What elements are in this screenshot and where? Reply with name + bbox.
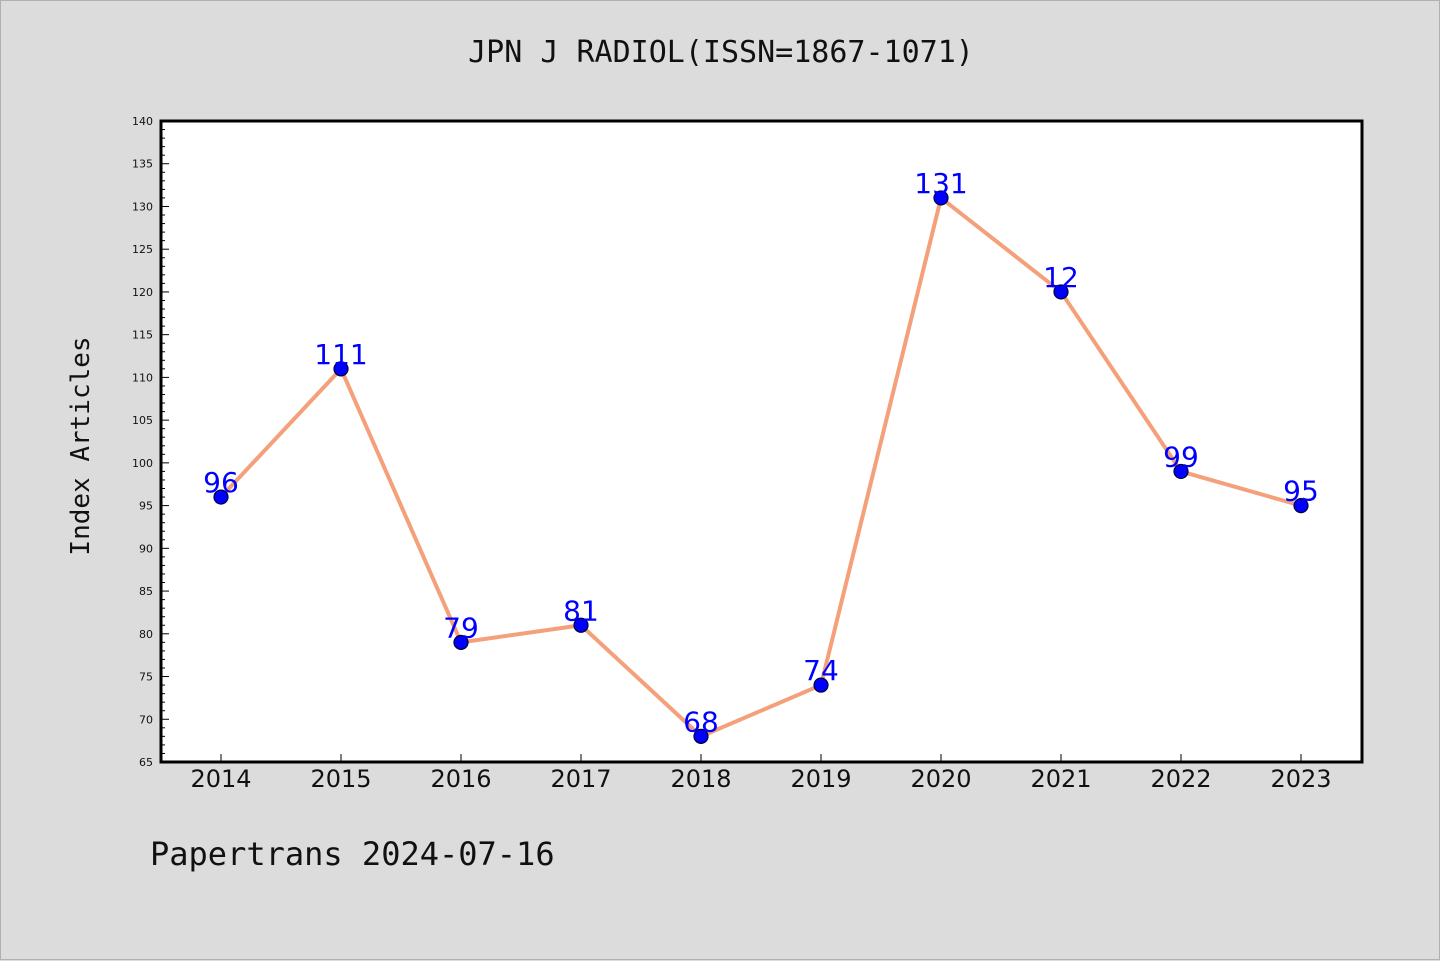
data-label: 74 [803, 654, 839, 687]
x-tick-label: 2014 [190, 765, 251, 793]
x-tick-label: 2016 [430, 765, 491, 793]
y-tick-label: 75 [139, 671, 153, 684]
y-tick-label: 80 [139, 628, 153, 641]
data-label: 12 [1043, 261, 1079, 294]
y-tick-label: 125 [132, 243, 153, 256]
data-point [573, 617, 589, 633]
series-line [219, 195, 1302, 739]
x-axis: 2014 2015 2016 2017 2018 2019 2020 2021 2022 2023 [190, 754, 1332, 793]
x-tick-label: 2019 [790, 765, 851, 793]
data-label: 79 [443, 611, 479, 644]
x-tick-label: 2023 [1270, 765, 1331, 793]
y-tick-label: 100 [132, 457, 153, 470]
y-tick-label: 140 [132, 115, 153, 128]
x-tick-label: 2017 [550, 765, 611, 793]
data-point [333, 361, 349, 377]
y-tick-label: 105 [132, 414, 153, 427]
data-labels-group: 96 111 79 81 68 74 131 12 99 95 [203, 167, 1319, 738]
x-tick-label: 2018 [670, 765, 731, 793]
y-tick-label: 130 [132, 200, 153, 213]
y-tick-label: 115 [132, 329, 153, 342]
y-tick-label: 110 [132, 371, 153, 384]
y-tick-label: 90 [139, 542, 153, 555]
y-tick-label: 120 [132, 286, 153, 299]
series-line-group [219, 195, 1302, 739]
y-tick-label: 95 [139, 500, 153, 513]
data-point [693, 728, 709, 744]
y-axis: 65 70 75 80 85 90 95 100 105 110 115 120 125 130 135 14… [132, 115, 169, 769]
y-tick-label: 85 [139, 585, 153, 598]
data-label: 99 [1163, 440, 1199, 473]
data-label: 96 [203, 466, 239, 499]
x-tick-label: 2020 [910, 765, 971, 793]
y-tick-label: 65 [139, 756, 153, 769]
data-label: 81 [563, 594, 599, 627]
data-point [1173, 463, 1189, 480]
y-tick-label: 70 [139, 713, 153, 726]
footer-credit: Papertrans 2024-07-16 [150, 835, 555, 873]
x-tick-label: 2015 [310, 765, 371, 793]
data-point [453, 634, 469, 650]
chart-title: JPN J RADIOL(ISSN=1867-1071) [468, 35, 974, 70]
x-tick-label: 2021 [1030, 765, 1091, 793]
x-tick-label: 2022 [1150, 765, 1211, 793]
data-label: 131 [914, 167, 967, 200]
data-label: 111 [314, 338, 367, 371]
data-point [1293, 498, 1309, 514]
data-label: 68 [683, 705, 719, 738]
y-tick-label: 135 [132, 158, 153, 171]
data-point [933, 190, 949, 206]
data-label: 95 [1283, 475, 1319, 508]
markers-group [213, 190, 1309, 744]
data-point [1053, 284, 1069, 300]
data-point [213, 489, 229, 505]
data-point [813, 677, 829, 693]
